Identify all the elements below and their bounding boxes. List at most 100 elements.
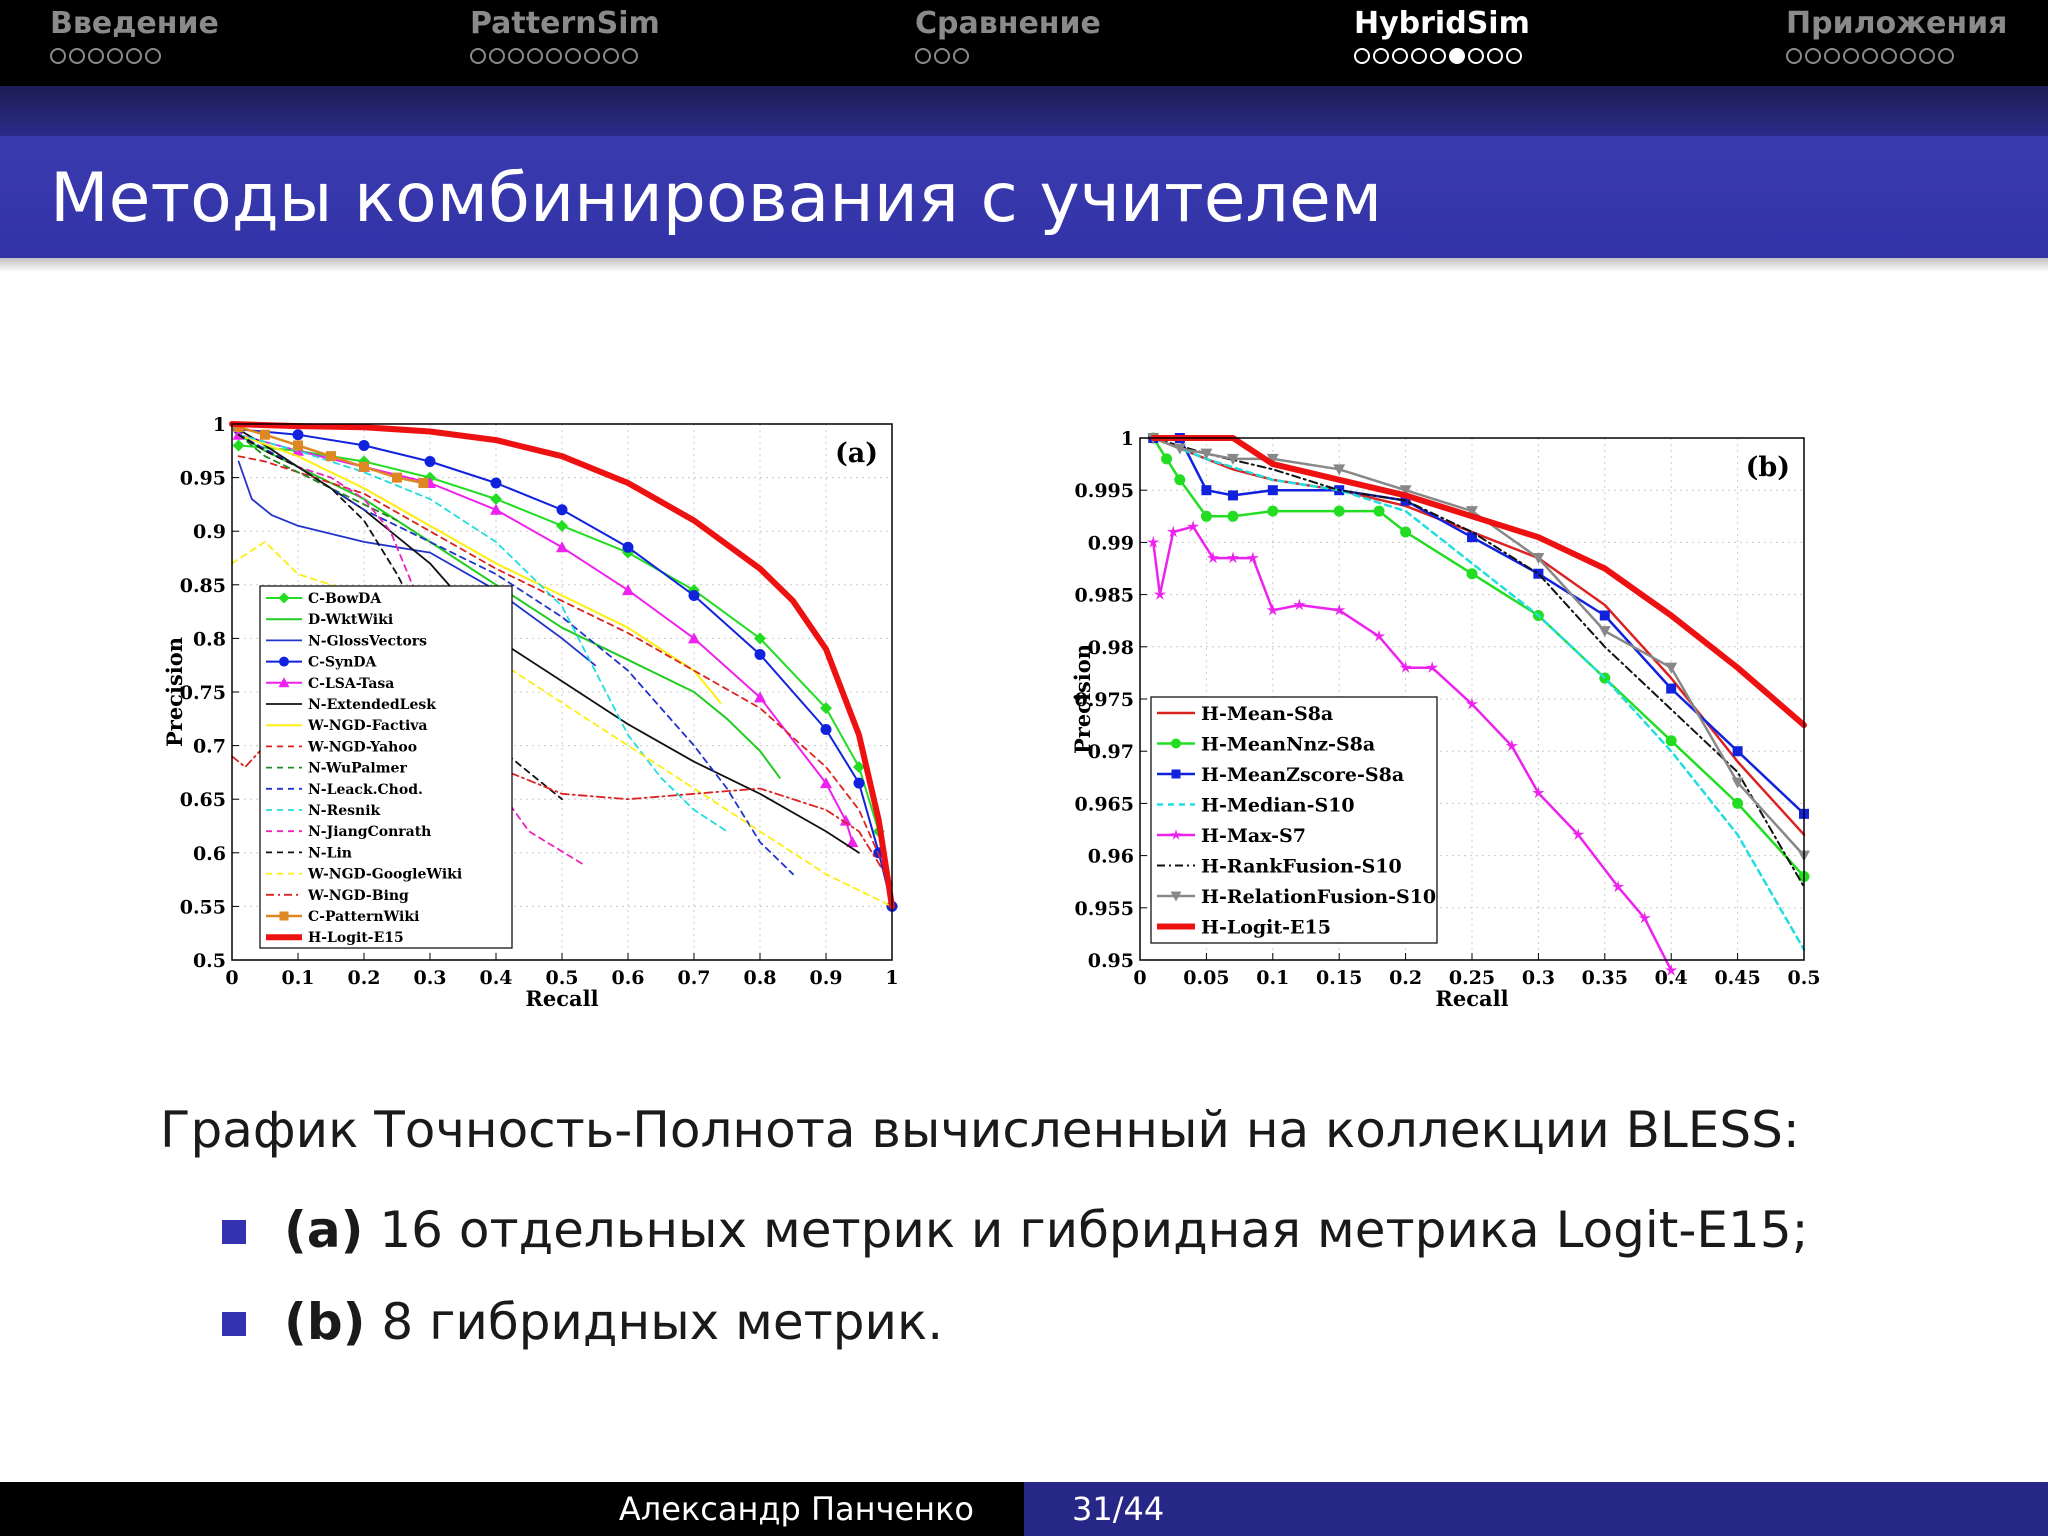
data-point <box>622 584 634 596</box>
nav-section-1[interactable]: Введение <box>50 6 219 64</box>
slide-dot[interactable] <box>1392 48 1408 64</box>
data-point <box>293 440 303 451</box>
slide-dot[interactable] <box>1805 48 1821 64</box>
data-point <box>1266 453 1279 465</box>
footer: Александр Панченко 31/44 <box>0 1482 2048 1536</box>
data-point <box>1333 505 1345 517</box>
data-point <box>1467 532 1477 543</box>
legend-entry: D-WktWiki <box>308 612 393 628</box>
slide-dot[interactable] <box>934 48 950 64</box>
slide-dot[interactable] <box>1938 48 1954 64</box>
slide-dot[interactable] <box>915 48 931 64</box>
x-tick-label: 0.2 <box>347 967 380 989</box>
slide-dot[interactable] <box>126 48 142 64</box>
x-tick-label: 0.45 <box>1714 967 1760 989</box>
slide-dot[interactable] <box>107 48 123 64</box>
slide-dot[interactable] <box>1506 48 1522 64</box>
data-point <box>853 777 865 789</box>
slide-dot[interactable] <box>1919 48 1935 64</box>
slide-dot[interactable] <box>622 48 638 64</box>
slide-dot[interactable] <box>565 48 581 64</box>
legend-entry: N-ExtendedLesk <box>308 697 436 713</box>
footer-author: Александр Панченко <box>0 1482 1024 1536</box>
nav-section-5[interactable]: Приложения <box>1786 6 2007 64</box>
legend-entry: C-PatternWiki <box>308 909 419 925</box>
bullet-text: (a) 16 отдельных метрик и гибридная метр… <box>284 1200 1809 1260</box>
panel-label: (a) <box>835 438 878 469</box>
data-point <box>1572 828 1585 840</box>
data-point <box>279 656 289 667</box>
slide-dot[interactable] <box>1824 48 1840 64</box>
series-line <box>237 433 728 833</box>
y-tick-label: 0.5 <box>193 950 226 972</box>
slide-dot[interactable] <box>145 48 161 64</box>
figure-caption: График Точность-Полнота вычисленный на к… <box>160 1101 1800 1159</box>
nav-section-3[interactable]: Сравнение <box>915 6 1101 64</box>
x-tick-label: 0.2 <box>1389 967 1422 989</box>
nav-section-4[interactable]: HybridSim <box>1354 6 1530 64</box>
bullet-item-b: (b) 8 гибридных метрик. <box>222 1292 2002 1384</box>
data-point <box>1226 453 1239 465</box>
nav-section-title[interactable]: PatternSim <box>470 6 660 41</box>
slide-dot[interactable] <box>1843 48 1859 64</box>
slide-dot[interactable] <box>470 48 486 64</box>
x-tick-label: 0 <box>1133 967 1146 989</box>
x-tick-label: 0.35 <box>1582 967 1628 989</box>
x-tick-label: 0.7 <box>677 967 710 989</box>
legend-entry: H-Logit-E15 <box>308 930 404 946</box>
data-point <box>1200 510 1212 522</box>
series-line <box>229 421 895 910</box>
data-point <box>754 632 766 645</box>
data-point <box>1466 506 1478 518</box>
legend-entry: H-RankFusion-S10 <box>1201 855 1402 877</box>
data-point <box>1665 963 1678 976</box>
y-tick-label: 0.9 <box>193 521 226 543</box>
x-tick-label: 0.05 <box>1183 967 1229 989</box>
nav-section-title[interactable]: HybridSim <box>1354 6 1530 41</box>
slide-dot[interactable] <box>953 48 969 64</box>
nav-section-title[interactable]: Сравнение <box>915 6 1101 41</box>
current-slide-dot[interactable] <box>1449 48 1465 64</box>
slide-dot[interactable] <box>1881 48 1897 64</box>
slide-dot[interactable] <box>1430 48 1446 64</box>
slide-dot[interactable] <box>1354 48 1370 64</box>
legend-entry: H-Logit-E15 <box>1201 916 1331 938</box>
slide-dot[interactable] <box>1468 48 1484 64</box>
slide-dot[interactable] <box>1487 48 1503 64</box>
nav-section-title[interactable]: Приложения <box>1786 6 2008 41</box>
nav-slide-dots <box>50 48 219 64</box>
nav-section-title[interactable]: Введение <box>50 6 219 41</box>
x-tick-label: 0.6 <box>611 967 644 989</box>
slide-dot[interactable] <box>50 48 66 64</box>
slide-dot[interactable] <box>1411 48 1427 64</box>
data-point <box>1201 485 1212 496</box>
slide-dot[interactable] <box>584 48 600 64</box>
slide-dot[interactable] <box>527 48 543 64</box>
slide-dot[interactable] <box>1373 48 1389 64</box>
nav-section-2[interactable]: PatternSim <box>470 6 660 64</box>
slide-dot[interactable] <box>69 48 85 64</box>
x-tick-label: 0.9 <box>809 967 842 989</box>
data-point <box>233 422 244 433</box>
x-tick-label: 1 <box>885 967 898 989</box>
x-axis-label: Recall <box>525 986 598 1011</box>
data-point <box>820 777 832 789</box>
data-point <box>1533 568 1544 579</box>
data-point <box>278 592 290 604</box>
nav-slide-dots <box>915 48 1101 64</box>
data-point <box>1731 777 1744 789</box>
slide-dot[interactable] <box>508 48 524 64</box>
data-point <box>1665 735 1677 747</box>
slide-dot[interactable] <box>603 48 619 64</box>
slide-dot[interactable] <box>1900 48 1916 64</box>
slide-dot[interactable] <box>489 48 505 64</box>
slide-dot[interactable] <box>88 48 104 64</box>
data-point <box>1226 551 1240 564</box>
data-point <box>754 648 766 660</box>
slide-dot[interactable] <box>1786 48 1802 64</box>
data-point <box>232 439 245 452</box>
data-point <box>1333 464 1346 476</box>
data-point <box>1293 598 1306 611</box>
slide-dot[interactable] <box>1862 48 1878 64</box>
slide-dot[interactable] <box>546 48 562 64</box>
